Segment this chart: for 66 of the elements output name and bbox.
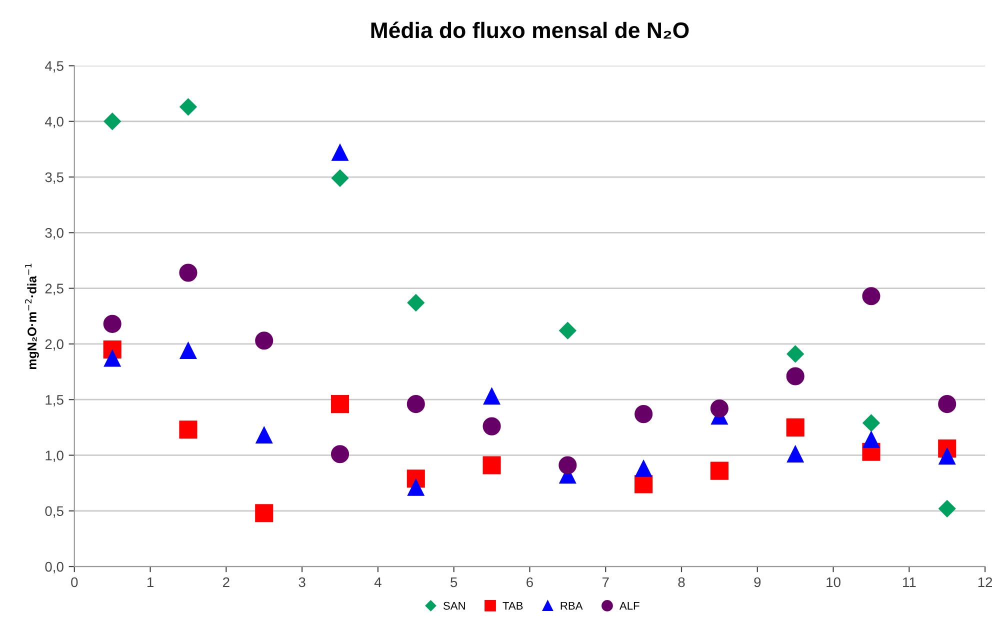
- y-tick-label: 3,5: [45, 172, 64, 184]
- point: [179, 420, 198, 439]
- point: [862, 414, 880, 432]
- legend-label: RBA: [560, 602, 583, 610]
- point: [558, 456, 577, 474]
- x-tick-label: 6: [526, 577, 533, 588]
- y-tick-label: 3,0: [45, 228, 64, 240]
- point: [104, 112, 121, 130]
- point: [103, 314, 122, 333]
- x-tick-label: 3: [298, 577, 306, 588]
- point: [710, 399, 728, 418]
- legend-label: TAB: [502, 602, 523, 610]
- point: [634, 405, 653, 424]
- point: [710, 462, 728, 480]
- point: [104, 350, 121, 367]
- point: [634, 475, 653, 494]
- point: [786, 418, 804, 436]
- x-tick-label: 8: [678, 577, 685, 588]
- point: [862, 287, 880, 306]
- x-tick-label: 1: [147, 577, 154, 588]
- chart-title: Média do fluxo mensal de N₂O: [371, 22, 689, 39]
- point: [330, 395, 350, 414]
- y-tick-label: 4,0: [44, 116, 64, 128]
- point: [332, 144, 348, 161]
- legend-label: SAN: [443, 602, 465, 610]
- point: [938, 448, 956, 465]
- point: [635, 460, 652, 477]
- x-tick-label: 2: [223, 577, 230, 588]
- point: [786, 345, 804, 363]
- x-tick-label: 0: [71, 577, 78, 588]
- point: [408, 479, 424, 496]
- point: [482, 417, 501, 436]
- x-tick-label: 10: [826, 577, 840, 588]
- point: [787, 446, 804, 462]
- y-tick-label: 2,5: [45, 284, 64, 296]
- legend-label: ALF: [619, 602, 640, 610]
- point: [407, 294, 424, 312]
- x-tick-label: 4: [374, 577, 382, 588]
- x-tick-label: 9: [754, 577, 761, 588]
- point: [256, 426, 272, 444]
- point: [559, 322, 576, 340]
- point: [786, 367, 804, 386]
- y-tick-label: 1,0: [46, 450, 64, 462]
- x-tick-label: 11: [903, 577, 916, 588]
- point: [482, 456, 501, 474]
- point: [255, 332, 274, 350]
- point: [938, 395, 956, 414]
- point: [938, 500, 956, 518]
- point: [331, 170, 349, 187]
- point: [483, 388, 500, 405]
- point: [862, 431, 880, 448]
- y-tick-label: 4,5: [44, 61, 64, 73]
- y-tick-label: 0,5: [45, 506, 64, 518]
- point: [255, 504, 274, 522]
- y-tick-label: 1,5: [46, 395, 64, 406]
- point: [180, 98, 197, 116]
- point: [180, 342, 197, 359]
- point: [406, 395, 425, 414]
- x-tick-label: 12: [978, 577, 992, 588]
- y-tick-label: 2,0: [45, 339, 64, 351]
- y-axis-title: mgN₂O·m$^{−2}$·dia$^{−1}$: [24, 264, 39, 369]
- x-tick-label: 7: [602, 577, 609, 588]
- x-tick-label: 5: [450, 577, 458, 588]
- point: [330, 445, 350, 464]
- point: [179, 264, 198, 282]
- y-tick-label: 0,0: [45, 562, 64, 574]
